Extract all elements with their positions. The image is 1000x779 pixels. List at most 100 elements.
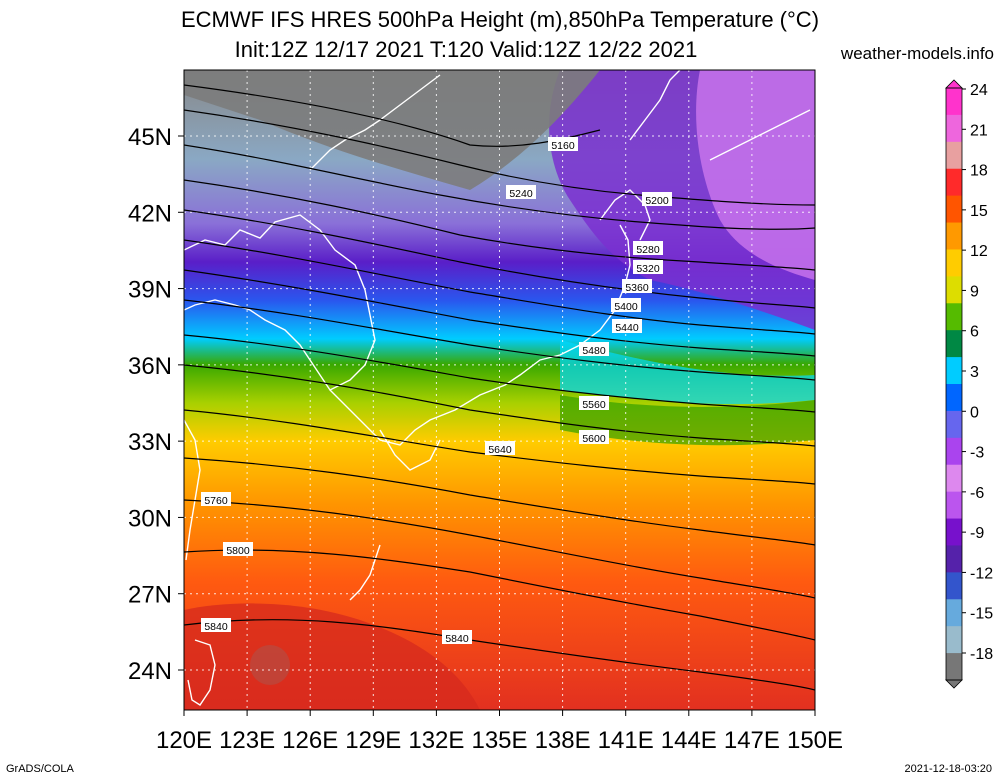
- contour-label: 5240: [509, 188, 533, 200]
- contour-labels: 5160 5240 5200 5280 5320 5360 5400 5440 5480 5560…: [201, 137, 672, 645]
- colorbar-swatch: [946, 141, 962, 170]
- chart-title: ECMWF IFS HRES 500hPa Height (m),850hPa …: [180, 7, 820, 32]
- colorbar-swatch: [946, 222, 962, 250]
- latitude-axis: 45N 42N 39N 36N 33N 30N 27N 24N: [128, 124, 184, 685]
- contour-label-bg: [579, 342, 609, 356]
- colorbar-swatch: [946, 437, 962, 466]
- lon-label: 141E: [598, 727, 654, 754]
- colorbar-label: -9: [970, 525, 984, 542]
- height-contours: [184, 84, 815, 691]
- colorbar-swatch: [946, 168, 962, 197]
- contour-label: 5480: [582, 345, 606, 357]
- colorbar-swatch: [946, 303, 962, 331]
- colorbar-swatch: [946, 518, 962, 546]
- colorbar-label: 0: [970, 404, 979, 421]
- lon-label: 150E: [787, 727, 843, 754]
- colorbar-swatch: [946, 545, 962, 573]
- colorbar-swatch: [946, 653, 962, 681]
- colorbar-label: 24: [970, 82, 988, 99]
- colorbar-swatch: [946, 249, 962, 277]
- contour-label: 5800: [226, 545, 250, 557]
- warm-core: [184, 603, 480, 710]
- colorbar-swatch: [946, 330, 962, 358]
- warm-core-center: [250, 645, 290, 685]
- site-credit: weather-models.info: [840, 44, 994, 63]
- colorbar-swatch: [946, 114, 962, 143]
- contour-label-bg: [622, 279, 652, 293]
- contour-label: 5360: [625, 282, 649, 294]
- lat-label: 42N: [128, 200, 172, 227]
- contour-label-bg: [633, 241, 663, 255]
- timestamp: 2021-12-18-03:20: [904, 763, 992, 775]
- lon-label: 126E: [282, 727, 338, 754]
- colorbar-label: 15: [970, 203, 988, 220]
- colorbar-swatch: [946, 599, 962, 627]
- colorbar-label: -12: [970, 565, 993, 582]
- contour-label-bg: [201, 492, 231, 506]
- colorbar-label: 9: [970, 283, 979, 300]
- colorbar-frame: [945, 87, 963, 681]
- lon-label: 132E: [408, 727, 464, 754]
- colorbar-top-arrow: [945, 79, 963, 89]
- contour-label: 5840: [204, 621, 228, 633]
- lon-label: 144E: [661, 727, 717, 754]
- lat-label: 33N: [128, 429, 172, 456]
- colorbar-swatch: [946, 384, 962, 412]
- lon-label: 120E: [156, 727, 212, 754]
- lon-label: 147E: [724, 727, 780, 754]
- contour-label: 5280: [636, 244, 660, 256]
- colorbar-swatch: [946, 276, 962, 304]
- contour-label-bg: [579, 396, 609, 410]
- map-plot-area: 5160 5240 5200 5280 5320 5360 5400 5440 5480 5560…: [184, 70, 815, 710]
- contour-label-bg: [548, 137, 578, 151]
- contour-label-bg: [201, 618, 231, 632]
- colorbar-label: -6: [970, 485, 984, 502]
- lon-label: 138E: [535, 727, 591, 754]
- contour-label-bg: [579, 430, 609, 444]
- colorbar-bottom-arrow: [945, 679, 963, 689]
- colorbar-label: 3: [970, 364, 979, 381]
- lon-label: 129E: [345, 727, 401, 754]
- contour-label: 5560: [582, 399, 606, 411]
- colorbar-label: 18: [970, 163, 988, 180]
- contour-label: 5440: [615, 322, 639, 334]
- colorbar-swatch: [946, 464, 962, 493]
- colorbar-swatch: [946, 410, 962, 439]
- lat-label: 27N: [128, 582, 172, 609]
- colorbar-swatch: [946, 491, 962, 520]
- contour-label: 5160: [551, 140, 575, 152]
- colorbar-swatch: [946, 572, 962, 600]
- colorbar-swatch: [946, 357, 962, 385]
- software-credit: GrADS/COLA: [6, 763, 74, 775]
- contour-label-bg: [506, 185, 536, 199]
- contour-label-bg: [442, 630, 472, 644]
- lon-label: 135E: [471, 727, 527, 754]
- lon-label: 123E: [219, 727, 275, 754]
- contour-label-bg: [612, 319, 642, 333]
- chart-subtitle: Init:12Z 12/17 2021 T:120 Valid:12Z 12/2…: [234, 37, 698, 62]
- lat-label: 45N: [128, 124, 172, 151]
- colorbar-swatch: [946, 626, 962, 654]
- contour-label: 5640: [488, 444, 512, 456]
- lat-label: 39N: [128, 277, 172, 304]
- contour-label: 5200: [645, 195, 669, 207]
- contour-label: 5320: [636, 263, 660, 275]
- colorbar-swatch: [946, 195, 962, 224]
- contour-label-bg: [485, 441, 515, 455]
- colorbar-label: -18: [970, 646, 993, 663]
- contour-label-bg: [633, 260, 663, 274]
- cyan-band: [560, 340, 815, 405]
- contour-label: 5400: [614, 301, 638, 313]
- contour-label: 5600: [582, 433, 606, 445]
- colorbar-label: 21: [970, 122, 988, 139]
- lat-label: 30N: [128, 505, 172, 532]
- contour-label-bg: [223, 542, 253, 556]
- colorbar-label: 12: [970, 243, 988, 260]
- lat-label: 24N: [128, 658, 172, 685]
- colorbar-label: -3: [970, 445, 984, 462]
- contour-label: 5840: [445, 633, 469, 645]
- colorbar-label: -15: [970, 606, 993, 623]
- temperature-colorbar: 24 21 18 15 12 9 6 3 0 -3 -6 -9 -12 -15 -18: [945, 79, 993, 689]
- longitude-axis: 120E 123E 126E 129E 132E 135E 138E 141E 144E 147E…: [156, 710, 843, 754]
